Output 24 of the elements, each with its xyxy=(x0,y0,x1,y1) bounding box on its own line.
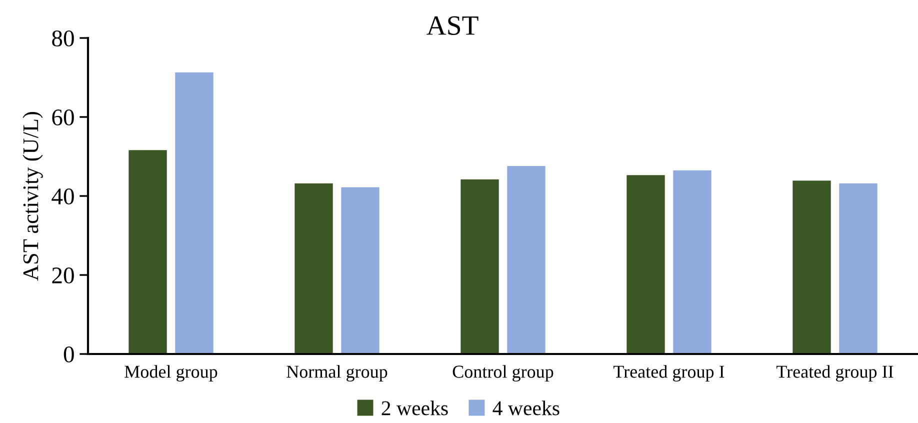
x-tick-label: Treated group II xyxy=(776,365,894,382)
chart-title: AST xyxy=(426,16,478,35)
x-tick-label: Control group xyxy=(452,365,554,382)
bar xyxy=(128,150,167,354)
bar xyxy=(839,183,878,354)
bar xyxy=(341,187,380,354)
bar xyxy=(792,180,831,354)
y-tick-label: 60 xyxy=(52,109,74,126)
bar xyxy=(294,183,333,354)
y-tick-label: 40 xyxy=(52,188,74,204)
x-tick-label: Normal group xyxy=(286,365,388,382)
bar xyxy=(673,170,712,354)
bar xyxy=(626,175,665,354)
bar xyxy=(507,166,546,354)
legend-label: 4 weeks xyxy=(492,400,560,416)
y-tick-label: 0 xyxy=(64,346,74,362)
y-axis-title: AST activity (U/L) xyxy=(22,112,43,281)
bar xyxy=(175,72,214,354)
y-tick-label: 80 xyxy=(52,30,74,46)
y-tick-label: 20 xyxy=(52,267,74,284)
x-tick-label: Model group xyxy=(124,365,218,382)
x-tick-label: Treated group I xyxy=(613,365,724,382)
bar xyxy=(460,179,499,354)
legend-label: 2 weeks xyxy=(382,400,448,416)
